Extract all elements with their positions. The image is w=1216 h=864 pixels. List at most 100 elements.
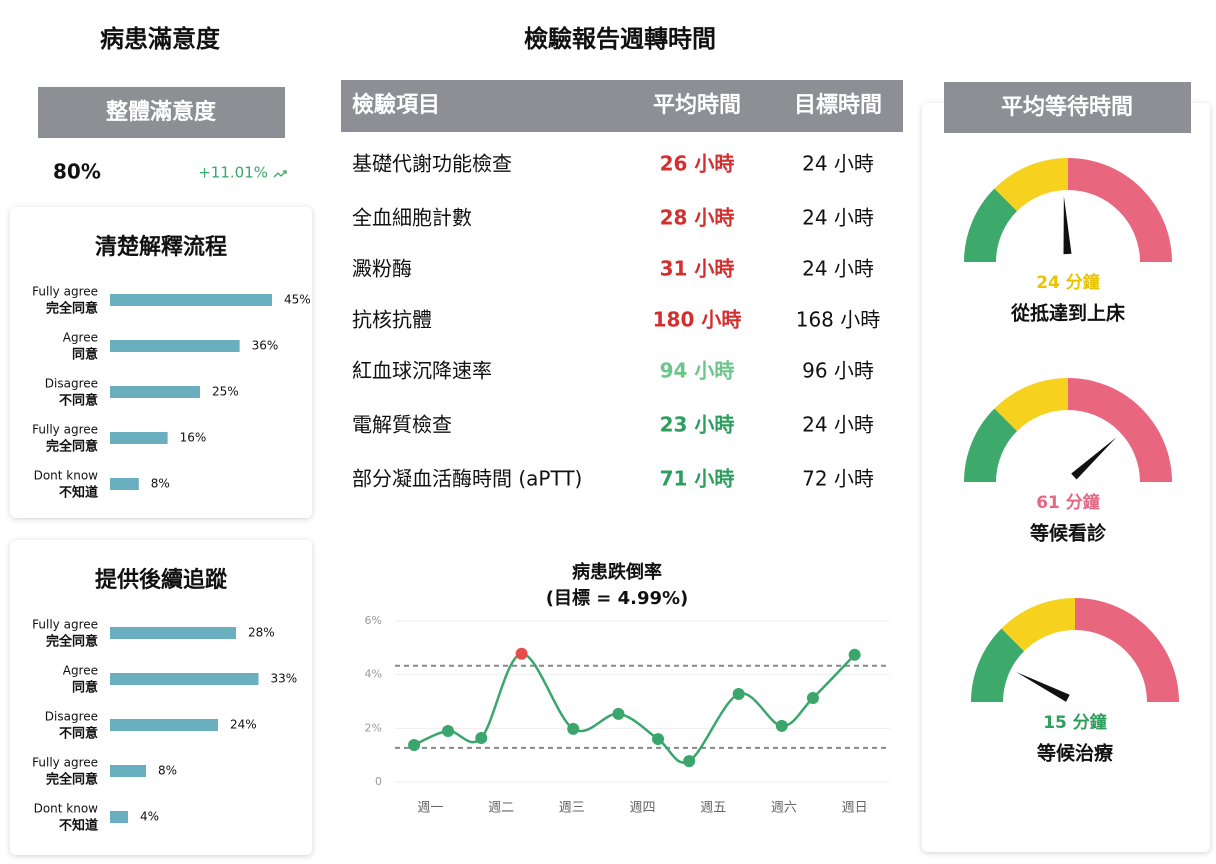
gauge-band bbox=[994, 158, 1068, 212]
table-cell: 紅血球沉降速率 bbox=[352, 359, 492, 383]
table-header bbox=[341, 80, 903, 132]
x-tick-label: 週六 bbox=[771, 801, 797, 816]
category-label: 完全同意 bbox=[46, 301, 98, 317]
value-label: 24% bbox=[230, 718, 257, 732]
bar bbox=[110, 627, 236, 639]
marker bbox=[515, 647, 528, 660]
category-label: 不知道 bbox=[59, 818, 98, 834]
card bbox=[10, 207, 312, 518]
header-box bbox=[38, 87, 285, 138]
bar bbox=[110, 386, 200, 398]
chart-title: 病患跌倒率 bbox=[572, 561, 662, 583]
category-label: Fully agree bbox=[32, 756, 98, 770]
table-header-cell: 目標時間 bbox=[794, 93, 882, 118]
gauge-band bbox=[971, 628, 1025, 702]
section-title: 檢驗報告週轉時間 bbox=[524, 25, 716, 53]
marker bbox=[475, 731, 488, 744]
table-cell: 24 小時 bbox=[802, 206, 874, 230]
table-cell: 26 小時 bbox=[660, 152, 735, 176]
chart-title: 提供後續追蹤 bbox=[95, 567, 228, 593]
value-label: 25% bbox=[212, 385, 239, 399]
x-tick-label: 週三 bbox=[559, 801, 585, 816]
table-cell: 24 小時 bbox=[802, 257, 874, 281]
line bbox=[413, 652, 856, 764]
bar bbox=[110, 340, 240, 352]
gauge-band bbox=[1001, 598, 1075, 652]
y-tick-label: 2% bbox=[365, 721, 382, 734]
y-tick-label: 0 bbox=[375, 775, 382, 788]
table-cell: 24 小時 bbox=[802, 413, 874, 437]
table-cell: 全血細胞計數 bbox=[352, 206, 472, 230]
gauge-band bbox=[964, 408, 1018, 482]
value-label: 16% bbox=[180, 431, 207, 445]
x-tick-label: 週一 bbox=[417, 801, 443, 816]
category-label: Dont know bbox=[34, 469, 99, 483]
gauge-label: 等候治療 bbox=[1036, 742, 1114, 765]
category-label: 不同意 bbox=[59, 726, 98, 742]
bar bbox=[110, 811, 128, 823]
bar bbox=[110, 673, 259, 685]
card bbox=[10, 540, 312, 855]
table-cell: 96 小時 bbox=[802, 359, 874, 383]
gauge-band bbox=[1068, 378, 1172, 482]
value-label: 28% bbox=[248, 626, 275, 640]
table-cell: 31 小時 bbox=[660, 257, 735, 281]
marker bbox=[612, 707, 625, 720]
value-label: 36% bbox=[252, 339, 279, 353]
marker bbox=[732, 687, 745, 700]
x-tick-label: 週日 bbox=[842, 801, 868, 816]
marker bbox=[567, 722, 580, 735]
trend-icon bbox=[273, 170, 287, 178]
category-label: Disagree bbox=[45, 377, 98, 391]
chart-title: 清楚解釋流程 bbox=[95, 234, 227, 260]
gauge-value: 61 分鐘 bbox=[1036, 492, 1100, 513]
x-tick-label: 週五 bbox=[700, 801, 726, 816]
value-label: 45% bbox=[284, 293, 311, 307]
category-label: 不知道 bbox=[59, 485, 98, 501]
bar bbox=[110, 719, 218, 731]
x-tick-label: 週四 bbox=[629, 801, 655, 816]
header-box bbox=[944, 82, 1191, 133]
gauge-label: 從抵達到上床 bbox=[1010, 302, 1125, 325]
gauge-band bbox=[1068, 158, 1172, 262]
y-tick-label: 4% bbox=[365, 668, 382, 681]
table-cell: 24 小時 bbox=[802, 152, 874, 176]
kpi-value: 80% bbox=[53, 160, 101, 184]
category-label: 不同意 bbox=[59, 393, 98, 409]
kpi-change: +11.01% bbox=[198, 164, 268, 182]
category-label: Disagree bbox=[45, 710, 98, 724]
gauge-needle bbox=[1016, 672, 1070, 702]
marker bbox=[408, 738, 421, 751]
gauge-needle bbox=[1063, 196, 1072, 255]
category-label: Agree bbox=[63, 664, 98, 678]
bar bbox=[110, 294, 272, 306]
table-cell: 72 小時 bbox=[802, 467, 874, 491]
gauge-band bbox=[964, 188, 1018, 262]
category-label: 完全同意 bbox=[46, 634, 98, 650]
value-label: 8% bbox=[158, 764, 177, 778]
table-header-cell: 檢驗項目 bbox=[352, 92, 440, 118]
table-cell: 180 小時 bbox=[653, 308, 742, 332]
marker bbox=[442, 725, 455, 738]
marker bbox=[683, 755, 696, 768]
table-cell: 電解質檢查 bbox=[352, 413, 452, 437]
value-label: 33% bbox=[271, 672, 298, 686]
marker bbox=[848, 648, 861, 661]
gauge-needle bbox=[1071, 437, 1117, 480]
category-label: Dont know bbox=[34, 802, 99, 816]
gauge-value: 24 分鐘 bbox=[1036, 272, 1100, 293]
category-label: Agree bbox=[63, 331, 98, 345]
x-tick-label: 週二 bbox=[488, 801, 514, 816]
bar bbox=[110, 765, 146, 777]
category-label: 同意 bbox=[72, 347, 98, 363]
section-title: 病患滿意度 bbox=[100, 25, 221, 53]
table-cell: 抗核抗體 bbox=[352, 308, 432, 332]
gauge-label: 等候看診 bbox=[1029, 522, 1107, 545]
gauge-band bbox=[1075, 598, 1179, 702]
gauge-value: 15 分鐘 bbox=[1043, 712, 1107, 733]
table-cell: 23 小時 bbox=[660, 413, 735, 437]
value-label: 4% bbox=[140, 810, 159, 824]
value-label: 8% bbox=[151, 477, 170, 491]
table-cell: 28 小時 bbox=[660, 206, 735, 230]
